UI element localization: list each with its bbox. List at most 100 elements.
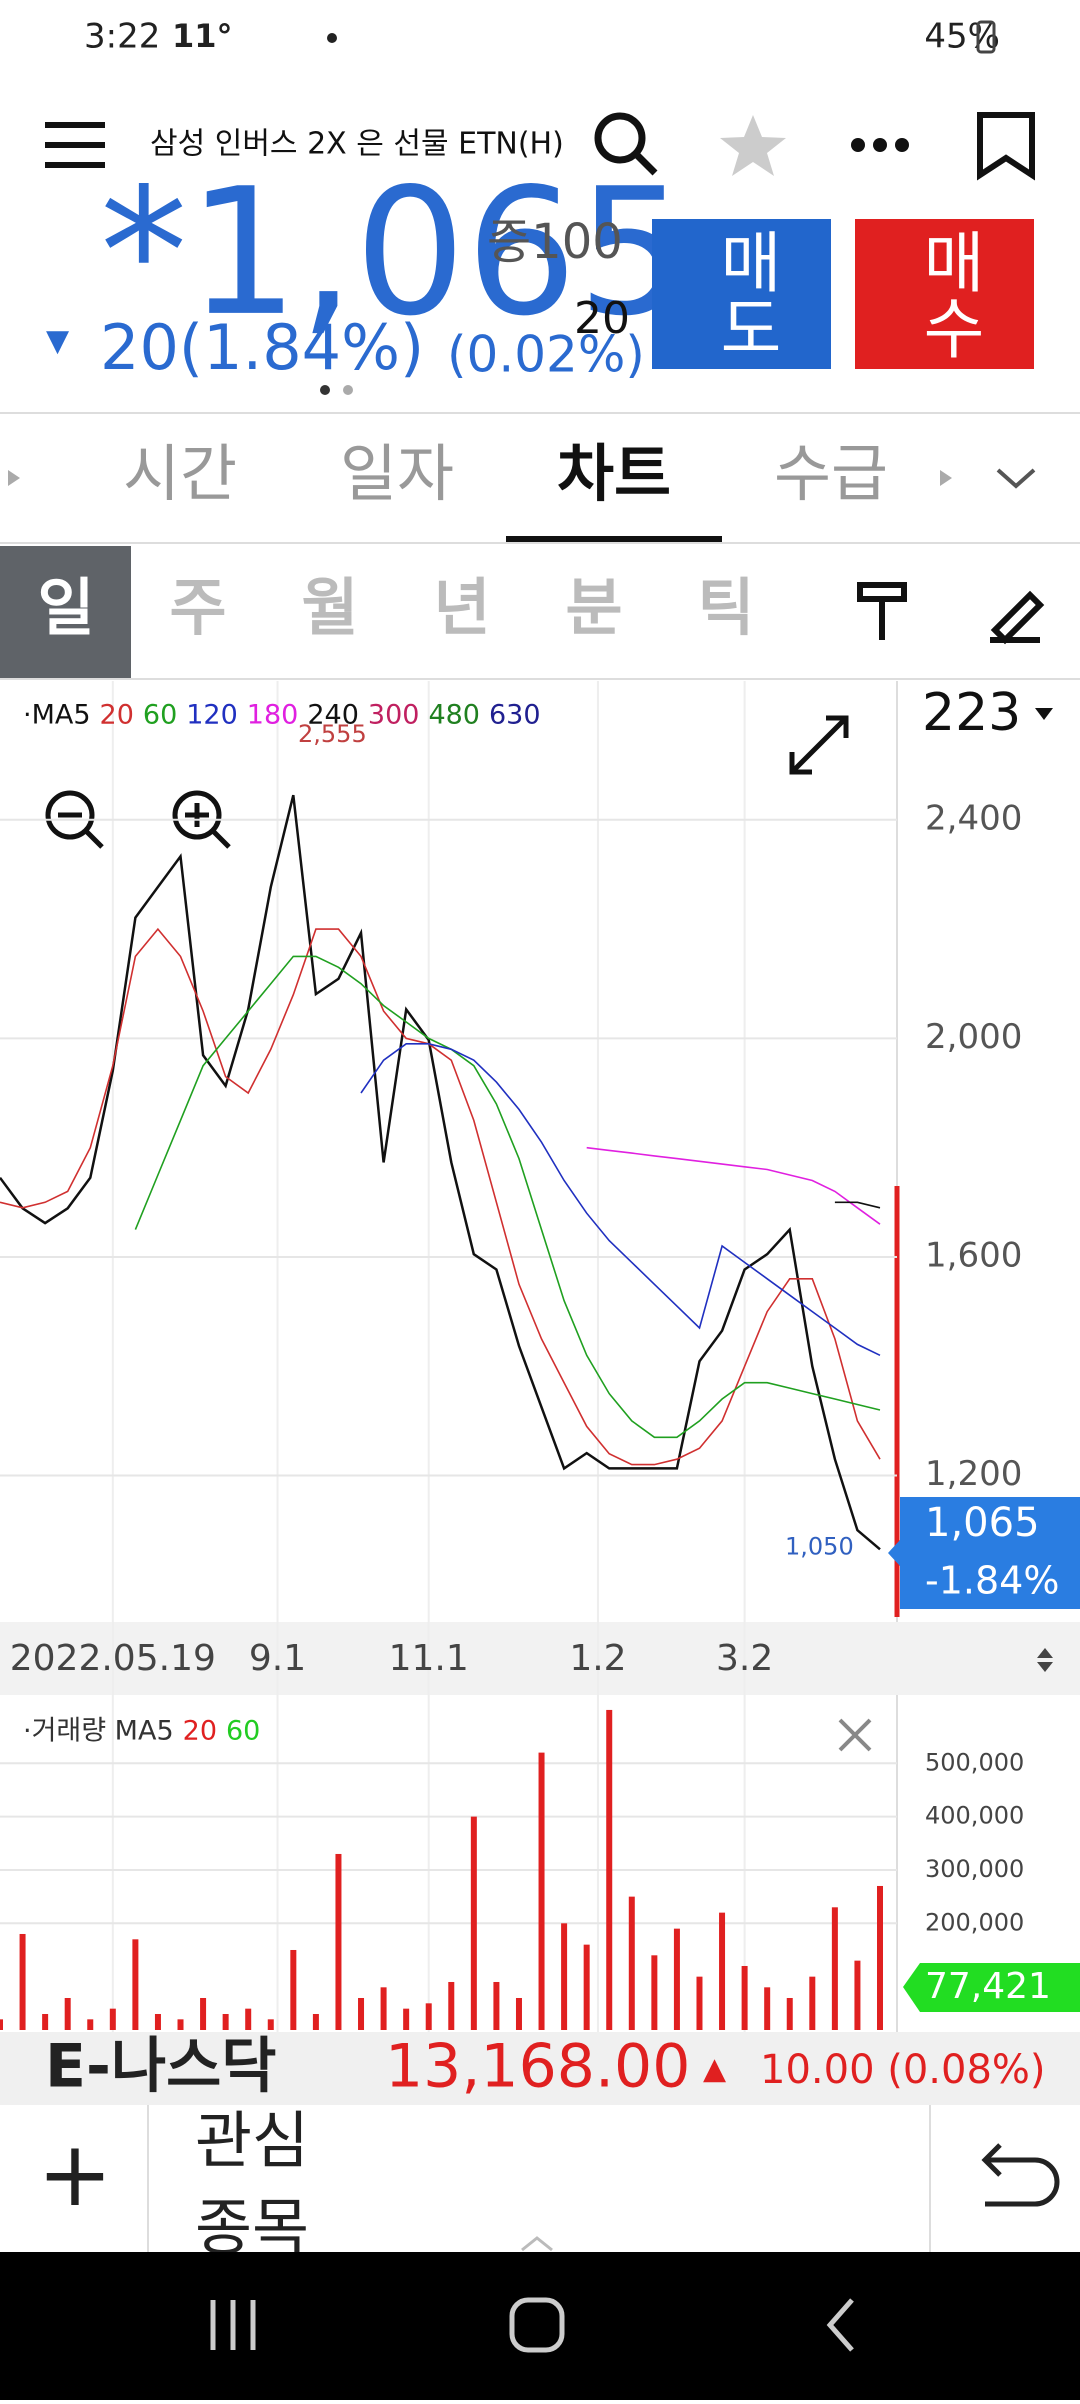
header-title: 삼성 인버스 2X 은 선물 ETN(H)	[150, 127, 564, 162]
volume-bar	[154, 2013, 161, 2030]
change-rate: (0.02%)	[447, 326, 645, 384]
back-icon[interactable]	[981, 2143, 1060, 2207]
price: *1,065	[100, 152, 689, 355]
y-tick-label: 500,000	[925, 1748, 1024, 1776]
status-dot	[327, 33, 337, 43]
tab[interactable]: 차트	[557, 437, 671, 510]
charts: 1,200 1,600 2,000 2,400 2022.05.19 9.1 11.1 1.2…	[0, 681, 1080, 2032]
volume-bar	[831, 1907, 838, 2030]
menu-icon[interactable]	[45, 122, 105, 168]
volume-bar	[358, 1997, 365, 2030]
x-tick-label: 11.1	[389, 1638, 469, 1679]
x-axis-band	[0, 1622, 1080, 1695]
legend-entry: 60	[226, 1716, 260, 1747]
volume-bar	[312, 2013, 319, 2030]
volume-bar	[380, 1987, 387, 2030]
legend-entry: 20	[183, 1716, 217, 1747]
volume-bar	[673, 1928, 680, 2030]
volume-bar	[425, 2003, 432, 2030]
tab-scroll-right[interactable]	[940, 470, 952, 486]
expand-icon[interactable]	[789, 715, 849, 775]
last-price: 1,065	[925, 1500, 1040, 1546]
volume-bar	[87, 2019, 94, 2030]
sell-button[interactable]	[652, 219, 831, 369]
tab-bar: 시간 일자 차트 수급	[123, 437, 888, 542]
ticker-value: 13,168.00	[385, 2032, 690, 2102]
watchlist-label[interactable]: 관심	[195, 2104, 309, 2177]
series-line	[134, 955, 881, 1439]
volume-bar	[222, 2013, 229, 2030]
period[interactable]: 일	[37, 571, 94, 644]
zoom-out-icon[interactable]	[45, 790, 104, 849]
bookmark-icon[interactable]	[977, 112, 1035, 181]
volume-bar	[245, 2008, 252, 2030]
legend-entry: 630	[489, 700, 541, 731]
zoom-in-icon[interactable]	[172, 790, 231, 849]
page-dot	[343, 385, 353, 395]
watchlist-label[interactable]: 종목	[195, 2191, 309, 2264]
tab-scroll-left[interactable]	[8, 470, 20, 486]
period[interactable]: 분	[565, 571, 622, 644]
sell-label: 매도	[707, 228, 784, 360]
volume-bar	[493, 1981, 500, 2030]
volume-bar	[583, 1944, 590, 2030]
battery-icon	[976, 20, 996, 54]
period[interactable]: 년	[433, 571, 490, 644]
volume-bar	[538, 1752, 545, 2030]
x-tick-label: 3.2	[716, 1638, 773, 1679]
period-selected	[0, 546, 131, 678]
change-arrow: ▼	[46, 324, 69, 359]
legend-entry: 300	[368, 700, 420, 731]
y-tick-label: 1,200	[925, 1454, 1022, 1494]
nav-bar	[0, 2252, 1080, 2400]
volume-bar	[132, 1939, 139, 2030]
last-price-pointer	[888, 1540, 900, 1566]
y-tick-label: 1,600	[925, 1235, 1022, 1275]
ticker-change: 10.00 (0.08%)	[760, 2047, 1046, 2093]
volume-bar	[561, 1923, 568, 2030]
volume-bar	[719, 1912, 726, 2030]
period[interactable]: 틱	[697, 571, 754, 644]
tab-dropdown[interactable]	[996, 468, 1036, 489]
sort-icon[interactable]	[1037, 1648, 1053, 1672]
nav-icons[interactable]	[210, 2297, 854, 2353]
last-change: -1.84%	[925, 1559, 1059, 1603]
period[interactable]: 주	[169, 571, 226, 644]
series-line	[0, 794, 881, 1551]
more-icon[interactable]	[851, 138, 909, 152]
count-dropdown[interactable]	[1035, 708, 1053, 720]
bar-count: 223	[922, 683, 1021, 743]
add-button[interactable]: +	[37, 2122, 112, 2227]
tab[interactable]: 수급	[774, 437, 888, 510]
series-line	[586, 1146, 881, 1225]
tab[interactable]: 시간	[123, 437, 237, 510]
volume-bar	[290, 1949, 297, 2030]
volume-bar	[854, 1960, 861, 2030]
draw-icon[interactable]	[990, 590, 1045, 645]
volume-bar	[764, 1987, 771, 2030]
close-icon[interactable]	[838, 1718, 872, 1752]
volume-bar	[267, 2019, 274, 2030]
overlay-text: 증100	[487, 214, 623, 270]
period[interactable]: 월	[301, 571, 358, 644]
buy-button[interactable]	[855, 219, 1034, 369]
y-tick-label: 2,000	[925, 1017, 1022, 1057]
legend-entry: ·MA5	[23, 700, 91, 731]
volume-bar	[335, 1853, 342, 2030]
search-icon[interactable]	[594, 112, 658, 176]
indicator-icon[interactable]	[857, 582, 907, 640]
volume-bar	[177, 2019, 184, 2030]
buy-label: 매수	[910, 228, 987, 360]
volume-bar	[200, 1997, 207, 2030]
volume-bar	[651, 1955, 658, 2030]
legend-entry: 60	[143, 700, 177, 731]
volume-bar	[741, 1965, 748, 2030]
favorite-icon[interactable]	[720, 115, 786, 176]
tab[interactable]: 일자	[340, 437, 454, 510]
volume-bar	[19, 1933, 26, 2030]
legend-entry: 240	[307, 700, 359, 731]
legend-entry: 120	[186, 700, 238, 731]
expand-handle[interactable]	[521, 2236, 553, 2252]
series-line	[360, 1043, 881, 1357]
